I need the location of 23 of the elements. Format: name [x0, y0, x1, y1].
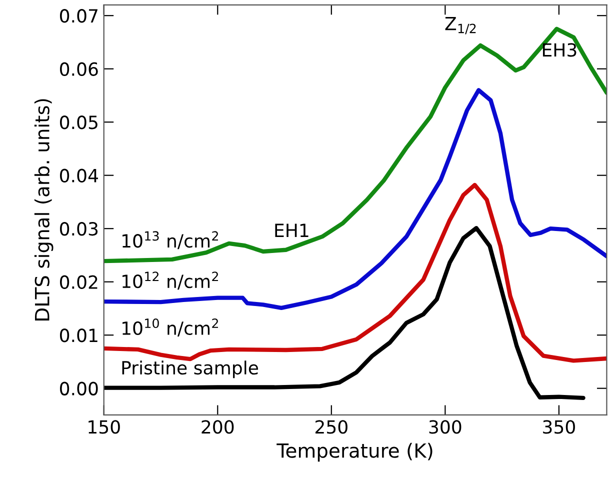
y-tick-label: 0.04	[60, 168, 98, 182]
annotation: Z$_{1/2}$	[445, 16, 476, 34]
annotation: EH3	[542, 43, 576, 57]
series-label: 10$^{12}$ n/cm$^{2}$	[122, 272, 218, 290]
x-tick-label: 300	[429, 420, 462, 434]
series-label: 10$^{13}$ n/cm$^{2}$	[122, 231, 218, 250]
x-tick-label: 250	[315, 420, 348, 434]
y-tick-label: 0.07	[60, 9, 98, 23]
x-axis-title: Temperature (K)	[276, 442, 432, 462]
y-tick-label: 0.06	[60, 62, 98, 76]
y-tick-label: 0.00	[60, 382, 98, 396]
y-tick-label: 0.01	[60, 328, 98, 342]
y-tick-label: 0.03	[60, 222, 98, 236]
y-tick-label: 0.05	[60, 116, 98, 130]
series-label: Pristine sample	[122, 360, 258, 378]
x-tick-label: 200	[202, 420, 234, 434]
x-tick-label: 350	[543, 420, 575, 434]
x-tick-label: 150	[88, 420, 120, 434]
y-axis-title: DLTS signal (arb. units)	[34, 99, 54, 320]
line-series	[104, 88, 607, 310]
annotation: EH1	[275, 224, 308, 237]
series-label: 10$^{10}$ n/cm$^{2}$	[122, 318, 218, 336]
y-tick-label: 0.02	[60, 275, 98, 289]
